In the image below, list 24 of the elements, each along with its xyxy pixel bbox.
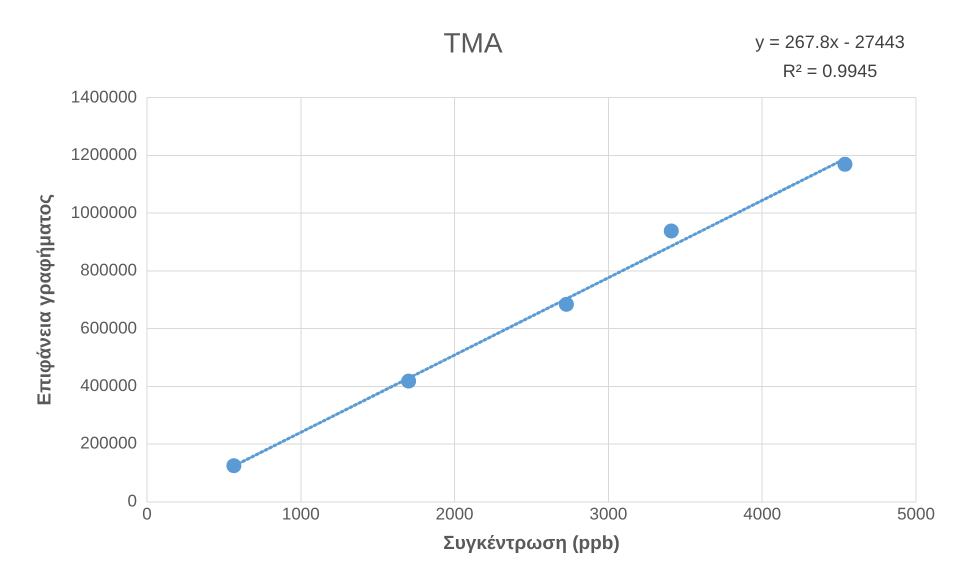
x-tick-label: 2000 [436, 504, 474, 524]
y-tick-label: 600000 [80, 318, 137, 338]
x-tick-label: 4000 [743, 504, 782, 524]
y-tick-label: 1000000 [70, 202, 137, 222]
text: R² = 0.9945 [782, 61, 878, 81]
x-tick-label: 5000 [897, 504, 935, 524]
x-axis-title: Συγκέντρωση (ppb) [443, 532, 620, 554]
chart-title: TMA [443, 28, 503, 59]
point [664, 223, 679, 238]
point [558, 296, 574, 312]
y-tick-label: 1200000 [70, 145, 137, 164]
point [401, 374, 416, 389]
text: y = 267.8x - 27443 [755, 32, 905, 52]
y-tick-label: 1400000 [70, 87, 137, 106]
y-axis-title: Επιφάνεια γραφήματος [34, 194, 56, 406]
y-tick-label: 200000 [80, 434, 137, 453]
y-tick-label: 400000 [80, 376, 137, 395]
x-tick-label: 3000 [589, 504, 628, 524]
y-tick-label: 0 [128, 491, 137, 510]
x-tick-label: 1000 [282, 504, 320, 524]
point [226, 458, 242, 474]
point [837, 156, 852, 172]
x-tick-label: 0 [142, 504, 152, 524]
y-tick-label: 800000 [80, 260, 137, 280]
